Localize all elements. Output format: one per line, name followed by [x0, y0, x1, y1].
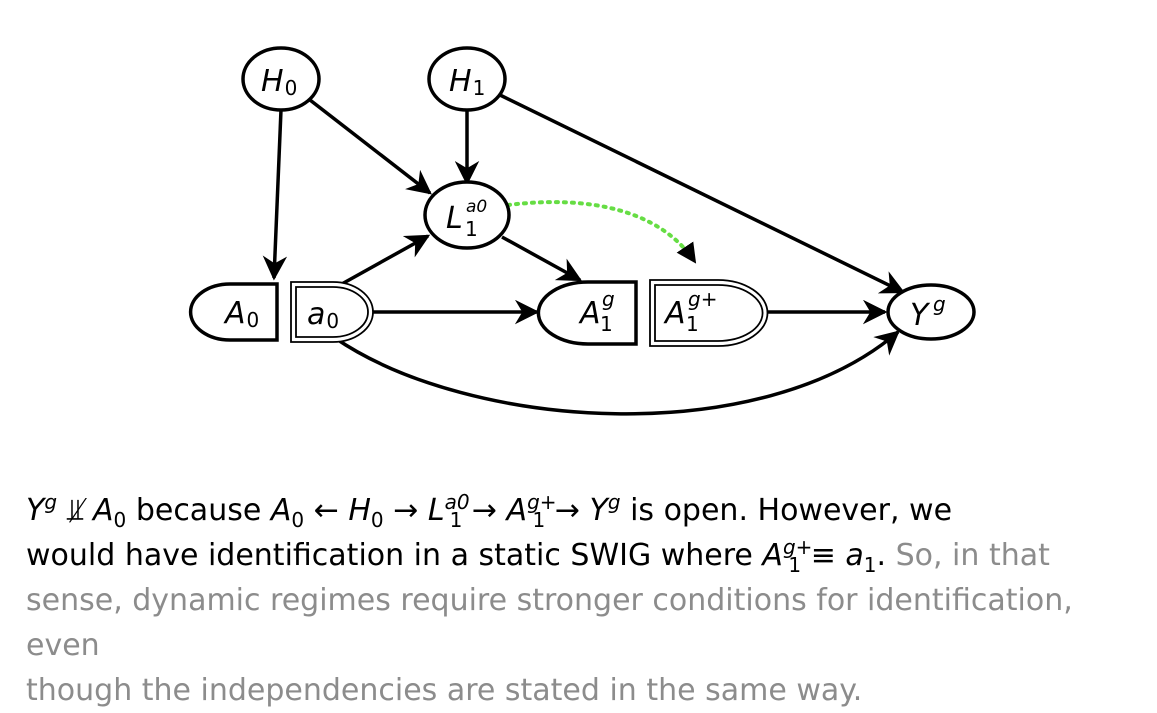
svg-text:g+: g+ — [688, 287, 717, 311]
svg-text:a0: a0 — [466, 197, 487, 217]
node-Yg: Y g — [886, 283, 976, 341]
svg-text:1: 1 — [600, 312, 613, 336]
edge-L1-A1gplus-dotted — [506, 200, 697, 264]
node-H1: H1 — [427, 46, 507, 112]
edge-a0-Yg-curved — [334, 330, 900, 416]
node-a0: a0 — [290, 281, 374, 343]
node-A0: A0 — [188, 282, 279, 342]
node-A1g: A g 1 — [536, 280, 638, 346]
caption-line-1: Yg ⫫̸ A0 because A0 ← H0 → La01 → Ag+1 →… — [26, 490, 953, 532]
edges — [262, 93, 906, 416]
caption-line-3: sense, dynamic regimes require stronger … — [26, 583, 1073, 663]
edge-H1-Yg — [499, 93, 906, 294]
node-H0: H0 — [241, 46, 321, 112]
svg-text:1: 1 — [465, 217, 478, 241]
edge-H0-L1 — [308, 98, 432, 195]
svg-text:H1: H1 — [449, 64, 485, 100]
svg-text:A: A — [578, 296, 601, 331]
svg-text:L: L — [446, 201, 463, 236]
edge-L1-A1g — [501, 235, 583, 282]
svg-text:Y: Y — [910, 298, 931, 333]
edge-H0-A0 — [262, 109, 288, 281]
svg-text:g: g — [602, 287, 615, 311]
svg-text:a0: a0 — [307, 297, 339, 333]
svg-text:A: A — [663, 296, 686, 331]
node-L1: L a0 1 — [423, 180, 511, 250]
caption-line-2: would have identification in a static SW… — [26, 535, 1050, 577]
node-A1gplus: A g+ 1 — [649, 279, 769, 347]
svg-text:g: g — [933, 292, 946, 316]
caption-line-4: though the independencies are stated in … — [26, 673, 863, 708]
svg-text:A0: A0 — [223, 296, 259, 332]
swig-diagram: H0 H1 L a0 1 A0 a0 A g 1 A g+ 1 Y g — [188, 46, 976, 416]
caption-text: Yg ⫫̸ A0 because A0 ← H0 → La01 → Ag+1 →… — [26, 488, 1136, 713]
svg-text:1: 1 — [686, 312, 699, 336]
svg-text:H0: H0 — [261, 64, 297, 100]
edge-a0-L1 — [339, 234, 431, 287]
